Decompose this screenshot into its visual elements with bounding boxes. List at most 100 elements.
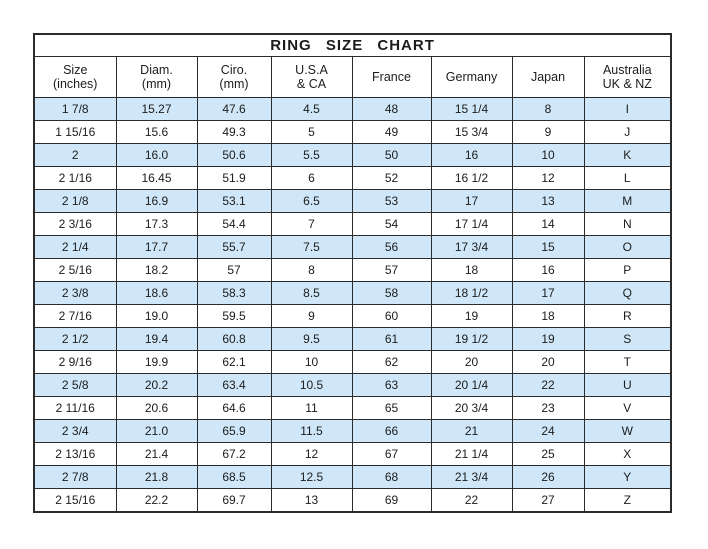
chart-title: RING SIZE CHART (33, 33, 672, 57)
header-row: Size (inches) Diam. (mm) Ciro. (mm) U.S.… (33, 56, 672, 98)
cell: 67.2 (196, 442, 272, 466)
cell: 16 1/2 (430, 166, 513, 190)
cell: 15.6 (115, 120, 198, 144)
cell: 20 (511, 350, 585, 374)
cell: R (583, 304, 672, 328)
cell: 2 1/8 (33, 189, 117, 213)
column-header-label: Japan (530, 70, 566, 84)
cell: 14 (511, 212, 585, 236)
cell: 69 (351, 488, 432, 513)
cell: 2 1/2 (33, 327, 117, 351)
cell: 2 5/16 (33, 258, 117, 282)
cell: L (583, 166, 672, 190)
cell: 64.6 (196, 396, 272, 420)
cell: 20 1/4 (430, 373, 513, 397)
column-header-japan: Japan (511, 56, 585, 98)
cell: 49 (351, 120, 432, 144)
cell: 19 (511, 327, 585, 351)
cell: 2 3/8 (33, 281, 117, 305)
cell: I (583, 97, 672, 121)
cell: 16.45 (115, 166, 198, 190)
cell: W (583, 419, 672, 443)
cell: 6.5 (270, 189, 353, 213)
cell: 58 (351, 281, 432, 305)
cell: K (583, 143, 672, 167)
cell: 54 (351, 212, 432, 236)
cell: 13 (270, 488, 353, 513)
cell: 27 (511, 488, 585, 513)
cell: 15 (511, 235, 585, 259)
cell: 51.9 (196, 166, 272, 190)
cell: 12.5 (270, 465, 353, 489)
cell: 9.5 (270, 327, 353, 351)
cell: 12 (511, 166, 585, 190)
cell: 18 1/2 (430, 281, 513, 305)
cell: 63.4 (196, 373, 272, 397)
cell: 24 (511, 419, 585, 443)
cell: 20.6 (115, 396, 198, 420)
cell: 16 (511, 258, 585, 282)
cell: 9 (270, 304, 353, 328)
cell: J (583, 120, 672, 144)
cell: 17.3 (115, 212, 198, 236)
column-header-sublabel: (mm) (219, 77, 249, 91)
cell: 8.5 (270, 281, 353, 305)
cell: 48 (351, 97, 432, 121)
cell: 61 (351, 327, 432, 351)
cell: S (583, 327, 672, 351)
cell: N (583, 212, 672, 236)
ring-size-table: RING SIZE CHART Size (inches) Diam. (mm)… (33, 33, 673, 513)
cell: 17 1/4 (430, 212, 513, 236)
cell: 63 (351, 373, 432, 397)
cell: 18 (430, 258, 513, 282)
cell: 67 (351, 442, 432, 466)
column-header-usa-ca: U.S.A & CA (270, 56, 353, 98)
cell: O (583, 235, 672, 259)
column-header-sublabel: & CA (296, 77, 327, 91)
cell: 53 (351, 189, 432, 213)
cell: 17 (430, 189, 513, 213)
table-row: 2 1/2 19.4 60.8 9.5 61 19 1/2 19 S (33, 327, 672, 351)
cell: 8 (270, 258, 353, 282)
cell: 7 (270, 212, 353, 236)
table-row: 2 7/16 19.0 59.5 9 60 19 18 R (33, 304, 672, 328)
cell: 2 7/8 (33, 465, 117, 489)
cell: 18.2 (115, 258, 198, 282)
cell: 2 11/16 (33, 396, 117, 420)
cell: 19 1/2 (430, 327, 513, 351)
table-row: 2 1/4 17.7 55.7 7.5 56 17 3/4 15 O (33, 235, 672, 259)
column-header-label: Size (63, 63, 88, 77)
cell: 21.0 (115, 419, 198, 443)
cell: 8 (511, 97, 585, 121)
cell: 1 15/16 (33, 120, 117, 144)
cell: 9 (511, 120, 585, 144)
cell: 50.6 (196, 143, 272, 167)
cell: 25 (511, 442, 585, 466)
column-header-sublabel: UK & NZ (602, 77, 652, 91)
table-row: 2 3/16 17.3 54.4 7 54 17 1/4 14 N (33, 212, 672, 236)
cell: 19.0 (115, 304, 198, 328)
cell: 17.7 (115, 235, 198, 259)
cell: 10 (270, 350, 353, 374)
column-header-label: U.S.A (295, 63, 328, 77)
cell: 10.5 (270, 373, 353, 397)
cell: 20 (430, 350, 513, 374)
cell: U (583, 373, 672, 397)
cell: 21.8 (115, 465, 198, 489)
cell: 7.5 (270, 235, 353, 259)
cell: 23 (511, 396, 585, 420)
table-row: 2 1/8 16.9 53.1 6.5 53 17 13 M (33, 189, 672, 213)
column-header-sublabel: (mm) (141, 77, 172, 91)
cell: 54.4 (196, 212, 272, 236)
cell: 2 9/16 (33, 350, 117, 374)
cell: 5 (270, 120, 353, 144)
cell: 2 13/16 (33, 442, 117, 466)
cell: 68.5 (196, 465, 272, 489)
table-row: 1 15/16 15.6 49.3 5 49 15 3/4 9 J (33, 120, 672, 144)
cell: 2 7/16 (33, 304, 117, 328)
cell: 50 (351, 143, 432, 167)
cell: 52 (351, 166, 432, 190)
cell: 22.2 (115, 488, 198, 513)
column-header-label: Diam. (140, 63, 173, 77)
table-row: 2 5/8 20.2 63.4 10.5 63 20 1/4 22 U (33, 373, 672, 397)
